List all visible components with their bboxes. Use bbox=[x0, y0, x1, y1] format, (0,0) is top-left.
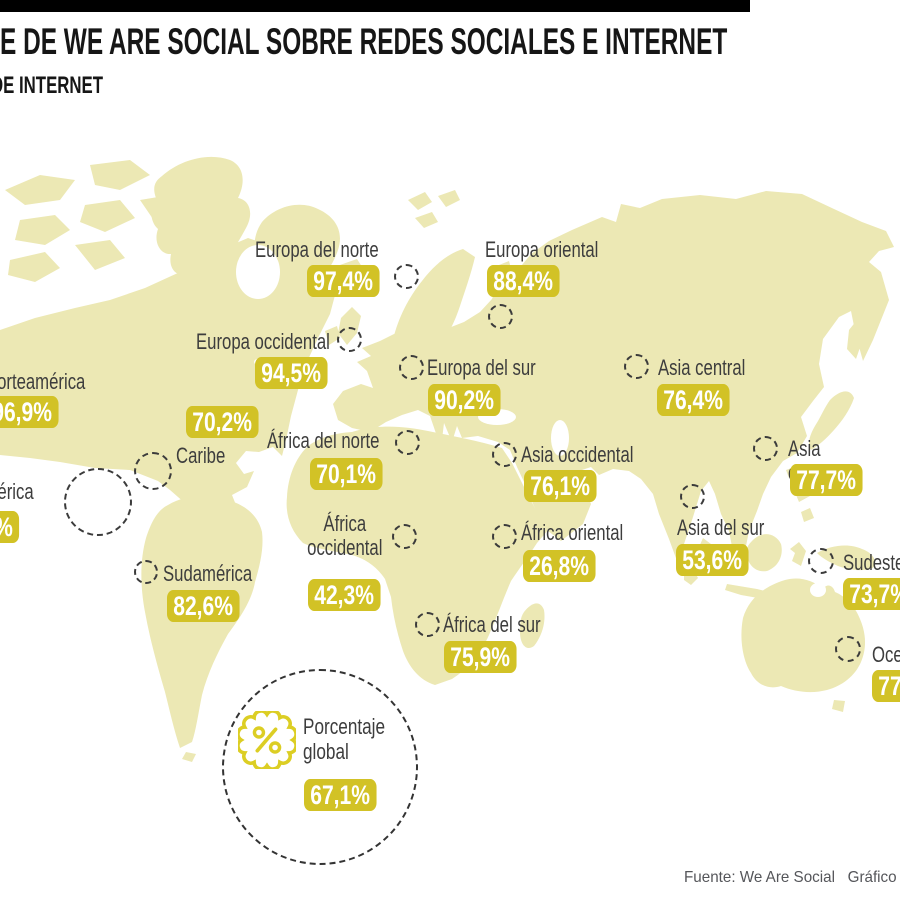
region-label: Asia central bbox=[658, 355, 746, 380]
region-value-badge: 53,6% bbox=[676, 544, 749, 576]
region-value-badge: 77 bbox=[872, 670, 900, 702]
region-marker-circle bbox=[835, 636, 861, 662]
region-value-badge: 96,9% bbox=[0, 396, 59, 428]
global-value-badge: 67,1% bbox=[304, 779, 377, 811]
landmass-eurasia bbox=[333, 191, 894, 567]
landmass-baffin bbox=[151, 156, 251, 316]
landmass-svalbard bbox=[408, 190, 460, 228]
region-value-badge: 76,1% bbox=[524, 470, 597, 502]
region-marker-circle bbox=[808, 548, 834, 574]
region-label: Caribe bbox=[176, 443, 226, 468]
region-label: Centroamérica bbox=[0, 479, 34, 504]
region-marker-circle bbox=[753, 436, 778, 461]
region-value-badge: 76,4% bbox=[657, 384, 730, 416]
percent-seal-icon bbox=[238, 711, 296, 769]
region-marker-circle bbox=[492, 524, 517, 549]
region-label: Sudeste bbox=[843, 550, 900, 575]
landmass-arctic-islands bbox=[5, 160, 180, 282]
region-label: Europa del sur bbox=[427, 355, 536, 380]
region-marker-circle bbox=[392, 524, 417, 549]
region-marker-circle bbox=[395, 430, 420, 455]
landmass-indonesia bbox=[699, 534, 806, 600]
global-marker-circle bbox=[222, 669, 418, 865]
region-value-badge: 73,7% bbox=[843, 578, 900, 610]
region-value-badge: 70,1% bbox=[310, 458, 383, 490]
region-label: Sudamérica bbox=[163, 561, 253, 586]
source-credit: Fuente: We Are Social Gráfico bbox=[684, 869, 897, 886]
region-label: África del norte bbox=[267, 428, 380, 453]
region-marker-circle bbox=[488, 304, 513, 329]
region-value-badge: % bbox=[0, 511, 20, 543]
landmass-new-guinea bbox=[817, 545, 875, 571]
landmass-south-america bbox=[141, 495, 263, 762]
region-value-badge: 82,6% bbox=[167, 590, 240, 622]
region-label: África del sur bbox=[443, 612, 541, 637]
region-value-badge: 75,9% bbox=[444, 641, 517, 673]
region-label: Europa del norte bbox=[255, 237, 379, 262]
region-value-badge: 77,7% bbox=[790, 464, 863, 496]
gulf-of-carpentaria bbox=[810, 583, 826, 597]
caspian-sea bbox=[551, 420, 569, 456]
region-marker-circle bbox=[337, 327, 362, 352]
region-value-badge: 42,3% bbox=[308, 579, 381, 611]
region-value-badge: 26,8% bbox=[523, 550, 596, 582]
page-subtitle: DE INTERNET bbox=[0, 72, 104, 99]
region-label: Asia occidental bbox=[521, 442, 634, 467]
landmass-north-america bbox=[0, 238, 338, 544]
region-marker-circle bbox=[134, 560, 158, 584]
region-marker-circle bbox=[394, 264, 419, 289]
region-value-badge: 90,2% bbox=[428, 384, 501, 416]
region-label: Norteamérica bbox=[0, 369, 86, 394]
region-marker-circle bbox=[415, 612, 440, 637]
global-label: Porcentaje global bbox=[303, 714, 386, 764]
landmass-australia bbox=[741, 578, 866, 712]
region-label: Oceanía bbox=[872, 642, 900, 667]
region-marker-circle bbox=[64, 468, 132, 536]
region-label: Europa occidental bbox=[196, 329, 330, 354]
region-marker-circle bbox=[492, 442, 517, 467]
region-marker-circle bbox=[399, 355, 424, 380]
landmass-madagascar bbox=[520, 603, 545, 649]
region-label: Europa oriental bbox=[485, 237, 599, 262]
page-title: E DE WE ARE SOCIAL SOBRE REDES SOCIALES … bbox=[0, 21, 728, 62]
region-marker-circle bbox=[134, 452, 172, 490]
region-label: África occidental bbox=[307, 511, 383, 560]
landmass-africa bbox=[286, 426, 549, 685]
landmass-japan bbox=[808, 320, 864, 450]
region-marker-circle bbox=[680, 484, 705, 509]
hudson-bay bbox=[236, 245, 280, 299]
region-label: África oriental bbox=[521, 520, 624, 545]
region-marker-circle bbox=[624, 354, 649, 379]
region-label: Asia del sur bbox=[677, 515, 765, 540]
title-accent-bar bbox=[0, 0, 750, 12]
region-value-badge: 94,5% bbox=[255, 357, 328, 389]
region-value-badge: 88,4% bbox=[487, 265, 560, 297]
region-value-badge: 97,4% bbox=[307, 265, 380, 297]
region-value-badge: 70,2% bbox=[186, 406, 259, 438]
